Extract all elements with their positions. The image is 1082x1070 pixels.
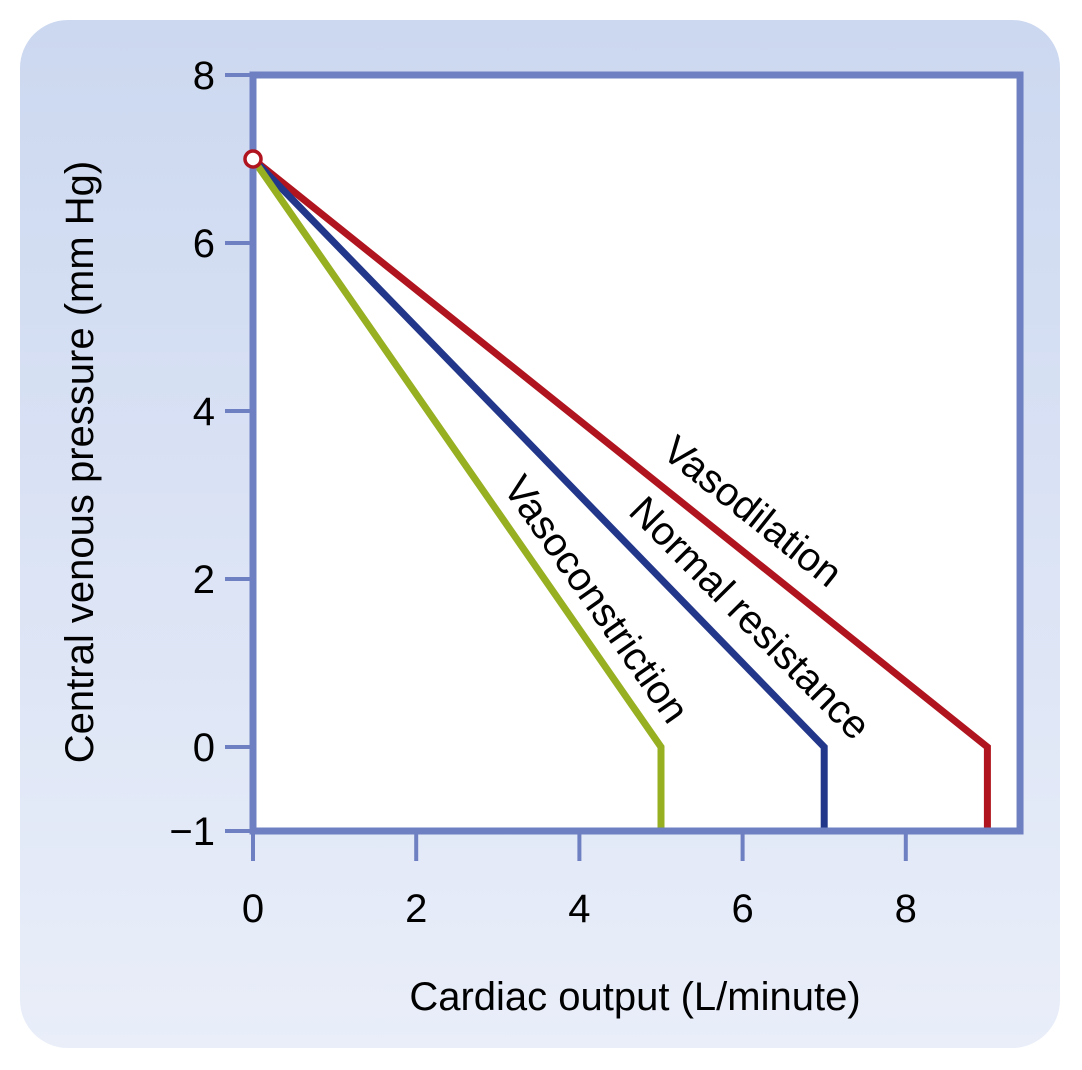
y-tick-label: 2 bbox=[193, 558, 215, 602]
y-tick-label: 8 bbox=[193, 54, 215, 98]
x-tick-label: 6 bbox=[731, 887, 753, 931]
series-line-vasodilation bbox=[250, 156, 991, 831]
y-tick-label: 0 bbox=[193, 726, 215, 770]
y-tick-label: 4 bbox=[193, 390, 215, 434]
x-tick-label: 4 bbox=[568, 887, 590, 931]
plot-frame bbox=[249, 71, 1024, 835]
intercept-marker bbox=[243, 149, 263, 169]
y-axis-label: Central venous pressure (mm Hg) bbox=[58, 161, 102, 763]
x-tick-label: 8 bbox=[895, 887, 917, 931]
series-line-vasoconstriction bbox=[250, 157, 665, 831]
plot-area bbox=[253, 75, 1021, 831]
series-line-normal-resistance bbox=[250, 156, 828, 831]
y-tick-label: 6 bbox=[193, 222, 215, 266]
x-tick-label: 0 bbox=[242, 887, 264, 931]
y-tick-label: −1 bbox=[169, 810, 215, 854]
x-tick-label: 2 bbox=[405, 887, 427, 931]
x-axis-label: Cardiac output (L/minute) bbox=[409, 975, 860, 1019]
